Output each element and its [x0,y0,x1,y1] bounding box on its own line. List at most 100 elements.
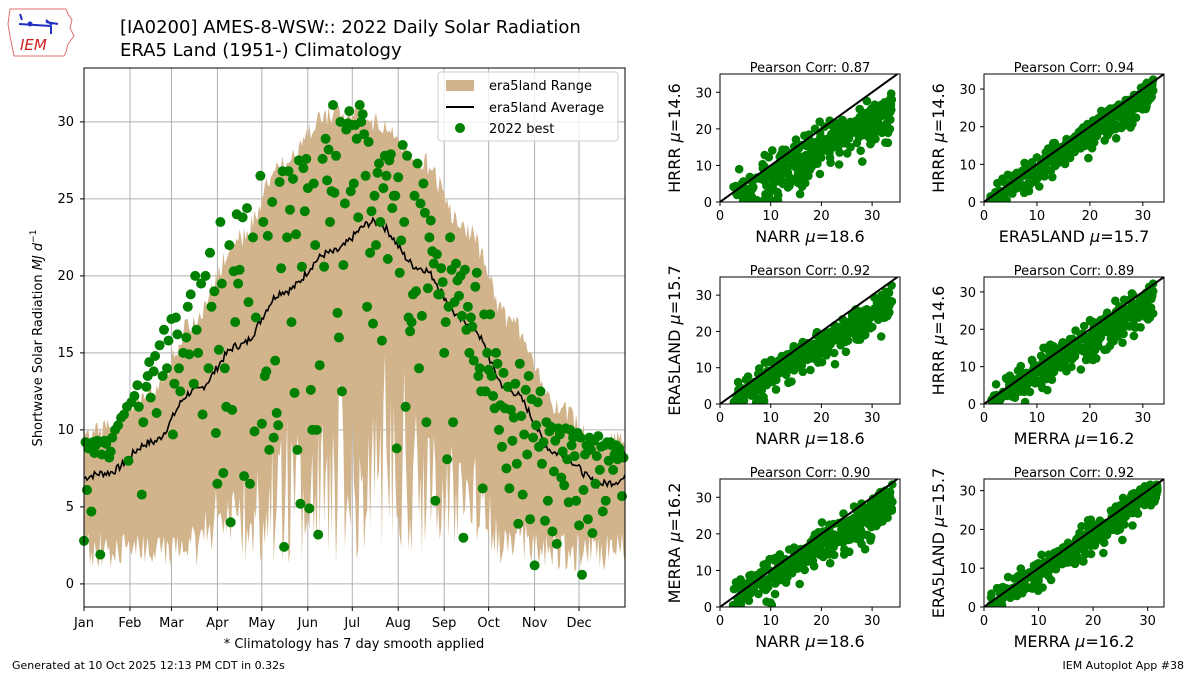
data-point [239,471,250,482]
scatter-point [826,158,835,167]
scatter-point [825,558,835,568]
scatter-point [1043,385,1052,395]
data-point [173,363,184,374]
data-point [258,217,269,227]
scatter-point [820,547,829,557]
x-tick-label: 0 [980,209,988,224]
data-point [356,116,367,127]
x-tick-label: Mar [159,616,184,631]
data-point [390,190,401,201]
scatter-point [1062,558,1071,567]
scatter-point [769,554,779,563]
x-tick-label: 20 [1085,614,1102,629]
legend-points-label: 2022 best [489,122,554,137]
data-point [101,438,112,449]
y-tick-label: 20 [959,323,976,338]
scatter-point [815,169,825,179]
data-point [141,381,152,392]
data-point [345,186,356,197]
data-point [213,344,224,355]
data-point [193,347,204,358]
data-point [163,335,174,346]
data-point [454,290,464,301]
data-point [442,454,453,465]
scatter-point [1109,320,1119,330]
scatter-point [800,565,809,575]
scatter-point [748,184,757,194]
scatter-point [1073,342,1082,352]
data-point [507,435,518,446]
x-tick-label: 0 [980,411,988,426]
data-point [317,153,328,164]
data-point [445,232,456,243]
y-tick-label: 30 [695,289,712,304]
scatter-point [846,117,855,127]
scatter-ylabel: ERA5LAND μ=15.7 [929,468,948,619]
scatter-points-group [720,479,899,607]
data-point [215,217,226,227]
legend-range-label: era5land Range [489,79,592,94]
data-point [360,170,371,181]
data-point [148,366,159,377]
scatter-point [754,589,763,599]
data-point [400,401,411,412]
data-point [422,283,433,294]
scatter-point [1082,138,1092,147]
data-point [378,183,389,194]
data-point [216,278,227,289]
data-point [248,232,258,243]
data-point [261,366,272,377]
data-point [336,386,347,397]
data-point [119,409,129,420]
data-point [123,455,134,466]
data-point [529,560,540,571]
data-point [129,391,140,401]
scatter-frame [983,73,1165,203]
data-point [387,203,398,214]
scatter-plot-5: 0 10 20 30 0 10 20 30 Pearson Corr: 0.90 NARR μ=1… [665,466,901,651]
scatter-point [806,365,815,375]
data-point [230,317,241,328]
data-point [462,301,473,312]
scatter-point [737,397,747,404]
data-point [296,261,307,272]
data-point [196,278,207,289]
data-point [516,411,527,421]
data-point [556,472,567,483]
scatter-point [869,515,879,524]
scatter-point [1015,183,1025,192]
scatter-point [740,190,750,200]
data-point [430,495,441,506]
scatter-point [871,127,881,137]
scatter-point [762,597,771,606]
scatter-point [796,343,806,353]
scatter-point [1025,387,1035,397]
scatter-point [863,530,872,540]
scatter-point [764,195,773,202]
scatter-point [1103,521,1112,531]
data-point [86,506,97,517]
scatter-point [1056,363,1065,372]
scatter-point [816,132,825,141]
scatter-point [860,310,869,319]
data-point [270,355,281,366]
data-point [587,528,598,539]
scatter-point [781,578,791,587]
data-point [353,212,364,223]
scatter-point [1048,551,1058,561]
scatter-point [1128,521,1137,530]
scatter-point [864,133,874,142]
data-point [451,258,461,269]
data-point [418,178,429,189]
data-point [477,483,488,494]
data-point [375,217,386,227]
data-point [371,240,381,251]
scatter-point [1118,535,1127,545]
data-point [279,541,290,552]
x-tick-label: 30 [864,209,881,224]
data-point [608,464,619,475]
scatter-point [1099,548,1108,558]
scatter-point [805,138,814,148]
x-tick-label: 30 [1135,411,1152,426]
scatter-point [1046,372,1056,382]
